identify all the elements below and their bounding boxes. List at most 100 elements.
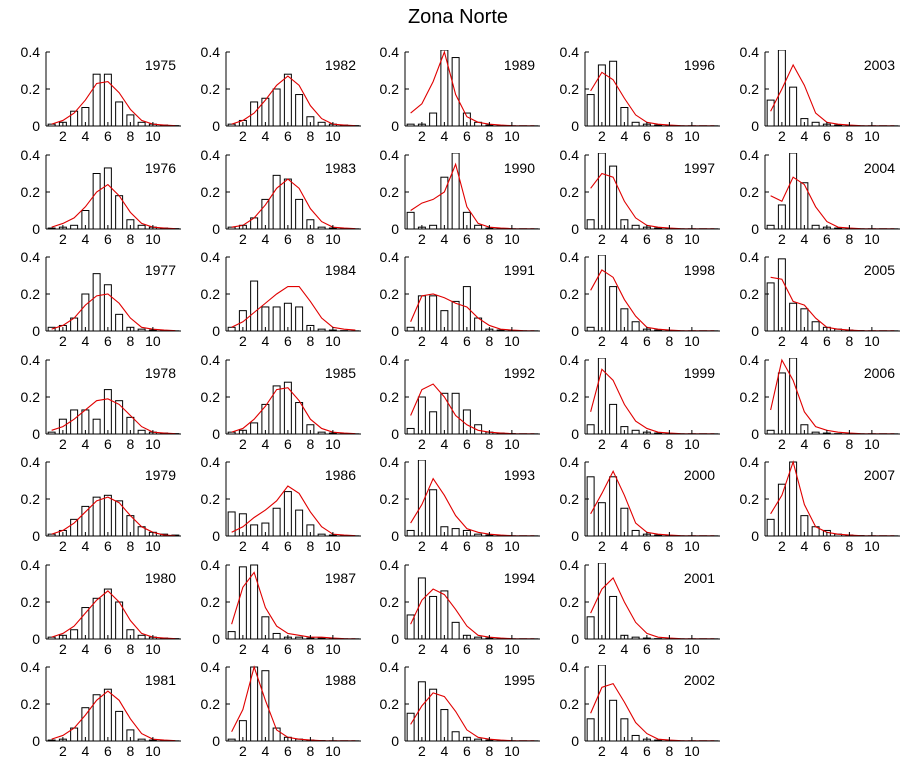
x-tick-label: 8 — [485, 231, 493, 247]
year-label: 1990 — [504, 160, 535, 176]
y-tick-label: 0.4 — [740, 147, 760, 163]
y-tick-label: 0 — [32, 528, 40, 544]
x-tick-label: 6 — [823, 231, 831, 247]
bar — [272, 174, 281, 229]
x-tick-label: 8 — [485, 333, 493, 349]
y-tick-label: 0.2 — [560, 389, 580, 405]
y-tick-label: 0.2 — [201, 696, 221, 712]
x-tick-label: 2 — [239, 333, 247, 349]
bars-1978 — [47, 389, 180, 434]
bar — [283, 73, 292, 126]
x-tick-label: 10 — [684, 128, 700, 144]
bar — [586, 94, 595, 126]
bar — [126, 629, 135, 639]
x-tick-label: 2 — [418, 743, 426, 759]
bar — [440, 526, 449, 536]
bars-1994 — [406, 577, 539, 639]
bar — [609, 286, 618, 331]
x-tick-label: 6 — [284, 128, 292, 144]
bar — [137, 121, 146, 126]
x-tick-label: 4 — [261, 128, 269, 144]
x-tick-label: 2 — [239, 641, 247, 657]
bar — [261, 97, 270, 126]
bar — [429, 411, 438, 434]
y-tick-label: 0 — [391, 118, 399, 134]
y-tick-label: 0.2 — [560, 491, 580, 507]
bar — [283, 491, 292, 536]
bar — [81, 107, 90, 126]
x-tick-label: 8 — [665, 743, 673, 759]
x-tick-label: 6 — [104, 231, 112, 247]
year-label: 1982 — [325, 57, 356, 73]
year-label: 1976 — [145, 160, 176, 176]
bar — [81, 505, 90, 536]
y-tick-label: 0.2 — [201, 286, 221, 302]
x-tick-label: 4 — [440, 641, 448, 657]
y-tick-label: 0 — [751, 426, 759, 442]
x-tick-label: 4 — [261, 743, 269, 759]
bar — [227, 631, 236, 639]
x-tick-label: 10 — [504, 436, 520, 452]
x-tick-label: 8 — [306, 743, 314, 759]
bar — [295, 306, 304, 331]
bar — [70, 224, 79, 229]
y-tick-label: 0.2 — [201, 491, 221, 507]
model-line — [231, 178, 356, 229]
x-tick-label: 2 — [418, 538, 426, 554]
bar — [306, 116, 315, 126]
bar — [406, 123, 415, 126]
y-tick-label: 0.2 — [201, 81, 221, 97]
subplot-1985: 0 0.2 0.4 2 4 6 8 10 1985 — [201, 352, 361, 452]
y-tick-label: 0 — [751, 221, 759, 237]
x-tick-label: 8 — [485, 743, 493, 759]
bars-1986 — [227, 491, 360, 536]
bar — [631, 529, 640, 536]
y-tick-label: 0 — [32, 426, 40, 442]
bar — [70, 409, 79, 434]
subplot-1998: 0 0.2 0.4 2 4 6 8 10 1998 — [560, 249, 720, 349]
model-line — [51, 496, 176, 536]
bar — [766, 282, 775, 331]
x-tick-label: 4 — [81, 538, 89, 554]
x-tick-label: 6 — [643, 333, 651, 349]
y-tick-label: 0 — [391, 221, 399, 237]
bars-1980 — [47, 588, 180, 639]
y-tick-label: 0.2 — [740, 81, 760, 97]
x-tick-label: 4 — [261, 231, 269, 247]
y-tick-label: 0 — [212, 631, 220, 647]
y-tick-label: 0.4 — [201, 659, 221, 675]
y-tick-label: 0.2 — [380, 696, 400, 712]
bar — [811, 321, 820, 331]
bar — [474, 224, 483, 229]
y-tick-label: 0 — [32, 733, 40, 749]
x-tick-label: 8 — [126, 641, 134, 657]
bar — [789, 86, 798, 126]
y-tick-label: 0 — [391, 631, 399, 647]
y-tick-label: 0.4 — [560, 249, 580, 265]
y-tick-label: 0 — [32, 221, 40, 237]
model-line — [51, 590, 176, 639]
year-label: 1979 — [145, 467, 176, 483]
x-tick-label: 10 — [145, 743, 161, 759]
x-tick-label: 2 — [598, 641, 606, 657]
figure-title: Zona Norte — [407, 6, 509, 28]
x-tick-label: 2 — [598, 538, 606, 554]
year-label: 1986 — [325, 467, 356, 483]
bar — [115, 195, 124, 229]
bars-1975 — [47, 73, 180, 126]
y-tick-label: 0.4 — [560, 557, 580, 573]
bar — [417, 681, 426, 741]
x-tick-label: 10 — [684, 743, 700, 759]
subplot-1984: 0 0.2 0.4 2 4 6 8 10 1984 — [201, 249, 361, 349]
y-tick-label: 0.4 — [560, 352, 580, 368]
y-tick-label: 0.2 — [21, 594, 41, 610]
year-label: 1997 — [684, 160, 715, 176]
bar — [283, 178, 292, 229]
x-tick-label: 8 — [845, 231, 853, 247]
year-label: 2006 — [864, 365, 895, 381]
y-tick-label: 0.2 — [740, 491, 760, 507]
bar — [81, 707, 90, 741]
x-tick-label: 8 — [485, 641, 493, 657]
bar — [620, 107, 629, 126]
